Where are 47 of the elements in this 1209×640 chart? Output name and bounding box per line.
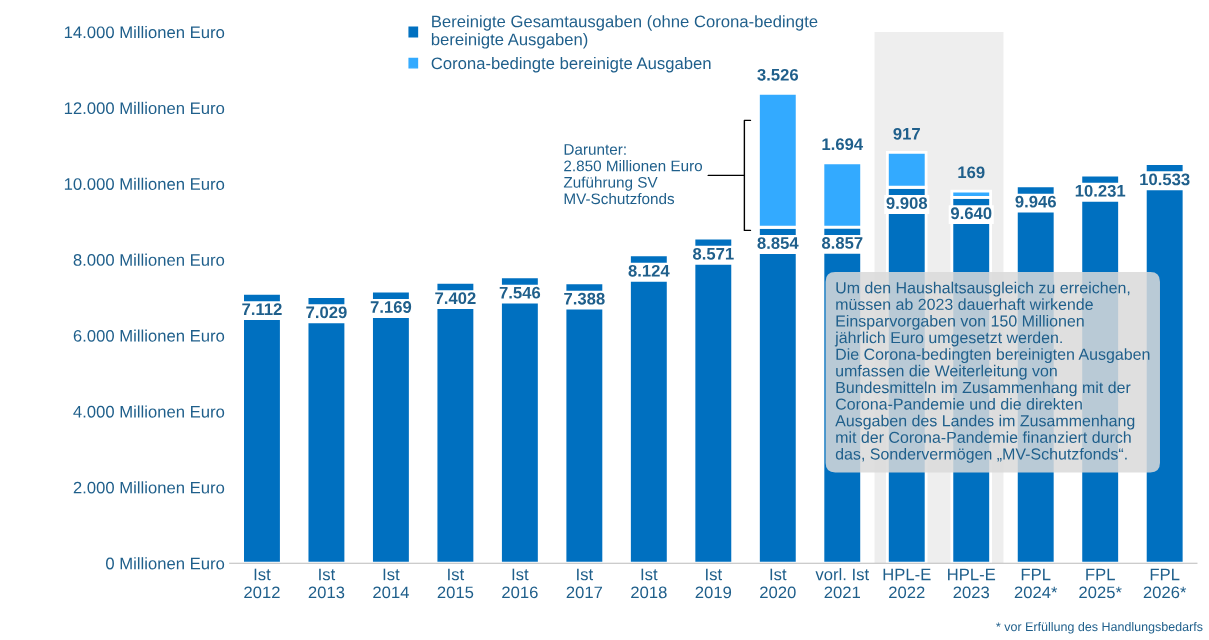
data-label: 7.169	[370, 301, 412, 313]
data-label: 3.526	[757, 68, 799, 81]
x-tick-label: FPL 2025*	[1079, 568, 1122, 599]
data-label: 8.571	[692, 247, 734, 260]
y-tick-label: 6.000 Millionen Euro	[73, 329, 225, 342]
x-tick-label: vorl. Ist 2021	[815, 568, 869, 599]
data-label: 8.854	[757, 237, 799, 249]
text: Um den Haushaltsausgleich zu erreichen, müssen ab 2023 dauerhaft wirkende Einsparvorgaben von 150 Millionen jährlich Euro umgesetzt werden. Die Corona-bedingten bereinigten Ausgaben umfassen die Weiterleitung von Bundesmitteln im Zusammenhang mit der Corona-Pandemie und die direkten Ausgaben des Landes im Zusammenhang mit der Corona-Pandemie finanziert durch das, Sondervermögen „MV-Schutzfonds“.	[834, 281, 1150, 463]
data-label: 7.402	[435, 292, 476, 305]
y-tick-label: 8.000 Millionen Euro	[73, 253, 225, 266]
data-label: 10.231	[1075, 184, 1126, 197]
x-tick-label: HPL-E 2022	[883, 568, 931, 599]
y-tick-label: 4.000 Millionen Euro	[73, 405, 225, 418]
x-tick-label: Ist 2013	[308, 568, 345, 599]
y-tick-label: 2.000 Millionen Euro	[73, 481, 225, 494]
x-tick-label: FPL 2026*	[1143, 568, 1187, 599]
data-label: 8.124	[628, 264, 670, 277]
x-tick-label: HPL-E 2023	[948, 568, 996, 599]
legend-label: Corona-bedingte bereinigte Ausgaben	[431, 56, 711, 73]
data-label: 1.694	[822, 138, 864, 151]
data-label: 8.857	[821, 237, 863, 249]
text: * vor Erfüllung des Handlungsbedarfs	[996, 621, 1203, 634]
x-tick-label: Ist 2016	[502, 568, 538, 599]
data-label: 9.908	[886, 197, 928, 209]
data-label: 917	[893, 127, 920, 140]
x-tick-label: Ist 2014	[373, 568, 409, 599]
y-tick-label: 0 Millionen Euro	[106, 557, 225, 570]
y-tick-label: 12.000 Millionen Euro	[64, 101, 225, 115]
data-label: 7.112	[242, 303, 282, 315]
x-tick-label: Ist 2017	[566, 568, 603, 599]
x-tick-label: Ist 2020	[760, 568, 796, 599]
y-tick-label: 10.000 Millionen Euro	[64, 177, 225, 190]
x-tick-label: Ist 2015	[437, 568, 474, 599]
x-tick-label: Ist 2012	[244, 568, 280, 599]
data-label: 7.388	[564, 292, 605, 305]
x-tick-label: Ist 2018	[631, 568, 667, 599]
x-tick-label: FPL 2024*	[1014, 568, 1058, 599]
annotation: Darunter: 2.850 Millionen Euro Zuführung SV MV-Schutzfonds	[563, 144, 703, 205]
data-label: 10.533	[1140, 173, 1190, 186]
legend-label: Bereinigte Gesamtausgaben (ohne Corona-bedingte bereinigte Ausgaben)	[431, 15, 818, 49]
x-tick-label: Ist 2019	[695, 568, 732, 599]
data-label: 7.546	[499, 286, 541, 299]
data-label: 9.946	[1015, 195, 1056, 208]
y-tick-label: 14.000 Millionen Euro	[64, 25, 225, 39]
data-label: 7.029	[306, 306, 347, 319]
data-label: 9.640	[950, 207, 992, 220]
data-label: 169	[958, 166, 985, 179]
